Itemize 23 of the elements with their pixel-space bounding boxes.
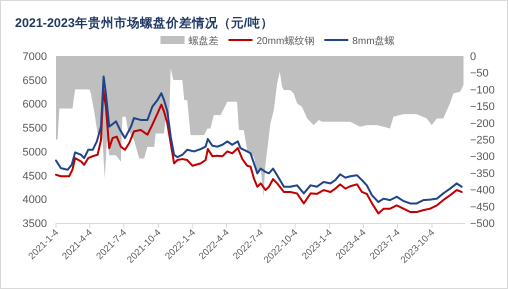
y-tick-label: 4000 bbox=[22, 194, 47, 206]
y2-tick-label: −100 bbox=[470, 84, 495, 96]
y-tick-label: 5000 bbox=[22, 146, 47, 158]
y2-tick-label: −450 bbox=[470, 201, 495, 214]
y2-tick-label: −250 bbox=[470, 134, 495, 146]
legend-label: 20mm螺纹钢 bbox=[256, 35, 314, 47]
y-tick-label: 6000 bbox=[22, 98, 47, 111]
y-tick-label: 6500 bbox=[22, 74, 47, 87]
y2-tick-label: −350 bbox=[470, 168, 495, 180]
y-tick-label: 4500 bbox=[22, 170, 47, 182]
legend-label: 螺盘差 bbox=[188, 35, 218, 47]
y-tick-label: 7000 bbox=[22, 51, 47, 63]
y2-tick-label: −300 bbox=[470, 151, 495, 164]
y2-tick-label: −400 bbox=[470, 184, 495, 197]
y-tick-label: 3500 bbox=[22, 218, 47, 230]
y2-tick-label: −200 bbox=[470, 118, 495, 130]
y2-tick-label: −150 bbox=[470, 101, 495, 114]
y2-tick-label: −50 bbox=[470, 68, 489, 80]
y-tick-label: 5500 bbox=[22, 122, 47, 135]
y2-tick-label: 0 bbox=[470, 51, 476, 63]
legend-label: 8mm盘螺 bbox=[352, 35, 395, 47]
y2-tick-label: −500 bbox=[470, 218, 495, 230]
chart-title: 2021-2023年贵州市场螺盘价差情况（元/吨） bbox=[15, 15, 274, 30]
